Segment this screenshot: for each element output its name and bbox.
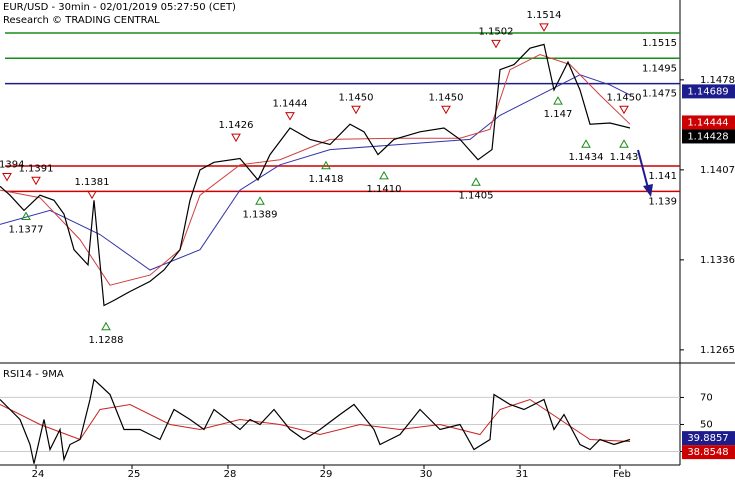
resistance-marker bbox=[231, 133, 241, 143]
support-label: 1.1434 bbox=[569, 152, 604, 163]
series-line bbox=[0, 74, 631, 271]
resistance-label: 1.1426 bbox=[219, 120, 254, 131]
level-label: 1.1515 bbox=[642, 38, 677, 49]
resistance-marker bbox=[491, 39, 501, 49]
projection-arrow bbox=[637, 149, 649, 189]
price-tag bbox=[682, 431, 735, 446]
support-marker bbox=[581, 139, 591, 148]
support-label: 1.1410 bbox=[367, 184, 402, 195]
resistance-label: 1.1394 bbox=[0, 159, 25, 170]
support-label: 1.143 bbox=[610, 152, 639, 163]
resistance-marker bbox=[285, 112, 295, 121]
resistance-label: 1.1381 bbox=[75, 177, 110, 188]
projection-arrow-head bbox=[643, 184, 653, 197]
price-tag bbox=[682, 115, 735, 130]
x-tick-label: 24 bbox=[32, 469, 45, 480]
x-tick-label: 29 bbox=[320, 469, 333, 480]
resistance-label: 1.1444 bbox=[273, 99, 308, 110]
y-tick-label: 50 bbox=[700, 419, 713, 430]
price-tag bbox=[682, 129, 735, 144]
resistance-marker bbox=[539, 23, 549, 32]
chart-title: EUR/USD - 30min - 02/01/2019 05:27:50 (C… bbox=[3, 2, 236, 13]
support-label: 1.1288 bbox=[89, 335, 124, 346]
price-tag-label: 38.8548 bbox=[687, 447, 728, 458]
y-tick-label: 1.1265 bbox=[700, 345, 735, 356]
resistance-label: 1.1514 bbox=[527, 10, 562, 21]
support-marker bbox=[21, 211, 31, 220]
x-tick-label: Feb bbox=[613, 469, 631, 480]
chart-subtitle: Research © TRADING CENTRAL bbox=[3, 15, 160, 26]
x-tick-label: 30 bbox=[420, 469, 433, 480]
panel-title: RSI14 - 9MA bbox=[3, 369, 64, 380]
support-marker bbox=[379, 170, 389, 180]
price-tag-label: 39.8857 bbox=[687, 433, 728, 444]
resistance-marker bbox=[351, 105, 361, 115]
resistance-marker bbox=[87, 190, 97, 200]
support-label: 1.1377 bbox=[9, 224, 44, 235]
y-tick-label: 1.1407 bbox=[700, 165, 735, 176]
resistance-marker bbox=[441, 105, 451, 115]
y-tick-label: 70 bbox=[700, 392, 713, 403]
y-tick-label: 1.1336 bbox=[700, 255, 735, 266]
level-label: 1.1495 bbox=[642, 63, 677, 74]
resistance-marker bbox=[2, 172, 12, 182]
support-marker bbox=[255, 196, 265, 205]
plot: 1.1265 1.1336 1.1407 1.1478 24 25 28 29 30 31 Feb 1… bbox=[0, 10, 735, 480]
level-label: 1.1475 bbox=[642, 89, 677, 100]
series-line bbox=[0, 378, 631, 464]
support-label: 1.1418 bbox=[309, 174, 344, 185]
resistance-marker bbox=[619, 105, 629, 115]
x-tick-label: 31 bbox=[516, 469, 529, 480]
level-label: 1.141 bbox=[648, 171, 677, 182]
price-tag-label: 1.14428 bbox=[687, 131, 728, 142]
x-tick-label: 28 bbox=[224, 469, 237, 480]
resistance-label: 1.1450 bbox=[607, 92, 642, 103]
level-label: 1.139 bbox=[648, 196, 677, 207]
resistance-label: 1.1450 bbox=[429, 92, 464, 103]
y-tick-label: 1.1478 bbox=[700, 75, 735, 86]
support-label: 1.1405 bbox=[459, 190, 494, 201]
price-tag bbox=[682, 445, 735, 460]
resistance-marker bbox=[31, 176, 41, 186]
price-tag-label: 1.14444 bbox=[687, 117, 728, 128]
series-line bbox=[0, 398, 631, 442]
x-tick-label: 25 bbox=[128, 469, 141, 480]
resistance-label: 1.1450 bbox=[339, 92, 374, 103]
support-marker bbox=[619, 139, 629, 148]
resistance-label: 1.1391 bbox=[19, 163, 54, 174]
support-label: 1.1389 bbox=[243, 209, 278, 220]
series-line bbox=[0, 53, 631, 286]
support-marker bbox=[321, 160, 331, 170]
resistance-label: 1.1502 bbox=[479, 26, 514, 37]
support-marker bbox=[553, 96, 563, 105]
price-tag bbox=[682, 84, 735, 99]
support-label: 1.147 bbox=[544, 109, 573, 120]
support-marker bbox=[101, 321, 111, 331]
price-tag-label: 1.14689 bbox=[687, 86, 728, 97]
support-marker bbox=[471, 177, 481, 186]
series-line bbox=[0, 43, 631, 307]
